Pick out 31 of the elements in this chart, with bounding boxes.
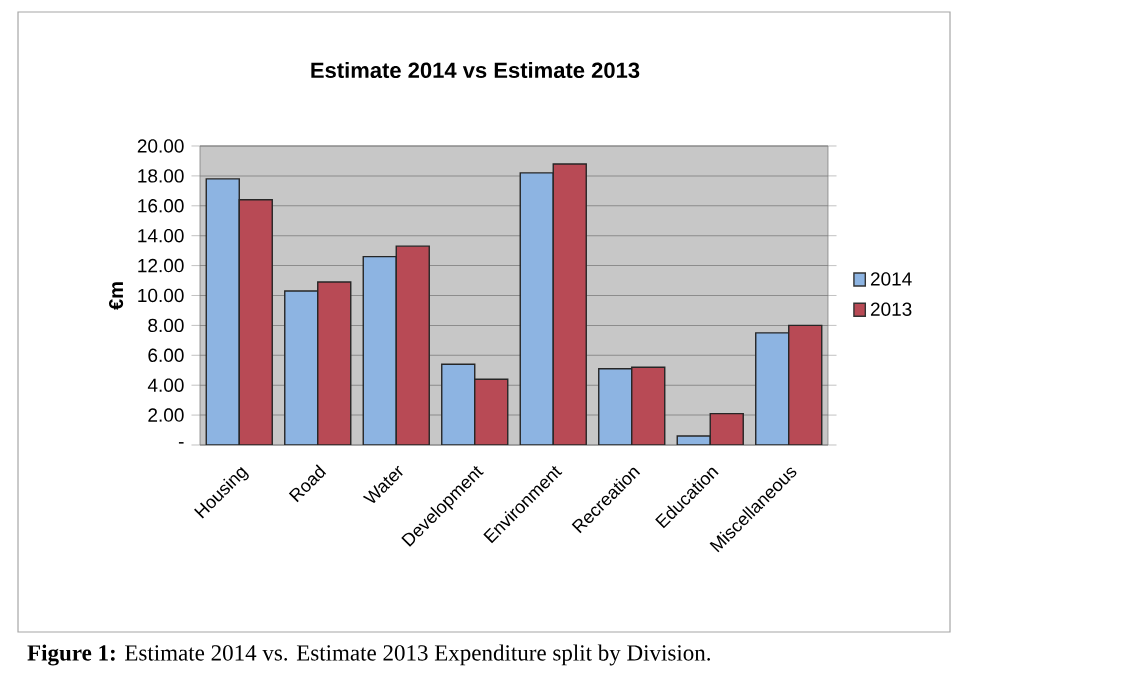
legend-label: 2013: [870, 302, 912, 316]
y-tick-label: 20.00: [137, 139, 184, 153]
y-tick-label: 14.00: [138, 228, 184, 243]
y-tick-label: 18.00: [138, 169, 184, 183]
bar: [553, 163, 587, 445]
bar: [317, 282, 351, 445]
y-tick-label: 4.00: [147, 378, 184, 392]
y-tick-label: 10.00: [138, 288, 184, 303]
chart-title: Estimate 2014 vs Estimate 2013: [311, 61, 640, 79]
bar: [206, 178, 240, 445]
bar: [788, 324, 823, 445]
bar: [755, 332, 790, 445]
y-tick-label: 12.00: [138, 258, 184, 273]
bar: [363, 256, 397, 445]
bar: [710, 413, 744, 445]
y-tick-label: 16.00: [138, 199, 184, 213]
y-tick-label: 8.00: [148, 318, 184, 333]
bar: [474, 379, 508, 445]
bar: [520, 172, 554, 445]
y-tick-label: -: [178, 442, 184, 444]
bar: [284, 291, 318, 445]
text: Figure 1: Estimate 2014 vs. Estimate 2013 Expenditure split by Division.: [27, 644, 710, 666]
y-tick-label: 6.00: [148, 348, 184, 363]
y-tick-label: 2.00: [148, 408, 184, 422]
y-axis-title: €m: [108, 282, 124, 310]
bar: [598, 368, 632, 445]
bar: [239, 199, 273, 445]
legend-label: 2014: [870, 272, 912, 286]
bar: [441, 364, 475, 445]
bar: [396, 246, 430, 445]
bar: [631, 367, 665, 445]
